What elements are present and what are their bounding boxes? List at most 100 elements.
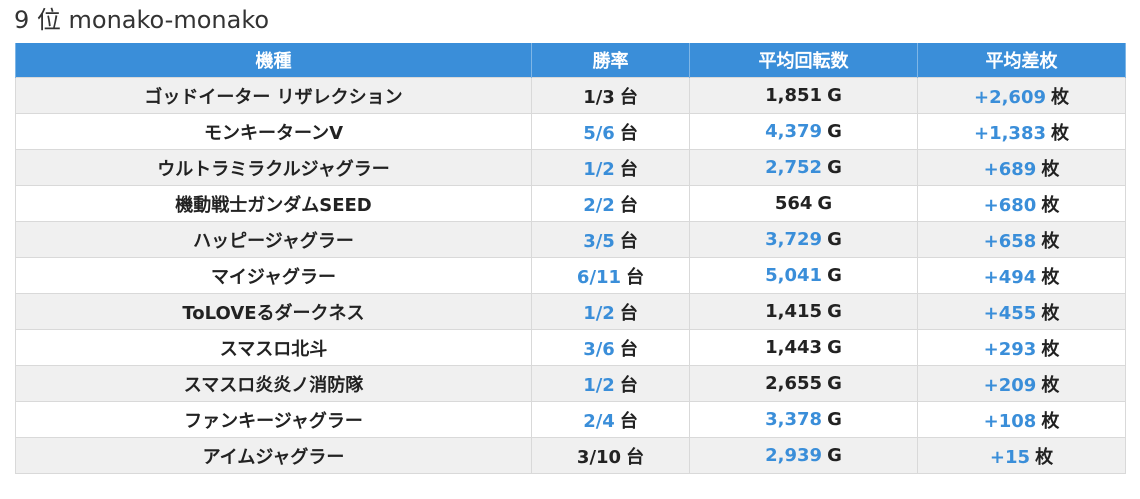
avg-diff-cell: +455 枚 xyxy=(917,293,1126,330)
win-rate-value: 3/5 xyxy=(583,230,615,252)
avg-spins-cell: 3,378 G xyxy=(689,401,918,438)
machine-name-cell: アイムジャグラー xyxy=(15,437,532,474)
machine-name: ToLOVEるダークネス xyxy=(182,302,365,324)
win-rate-unit: 台 xyxy=(619,230,638,252)
avg-diff-unit: 枚 xyxy=(1041,230,1060,252)
column-header-win-rate[interactable]: 勝率 xyxy=(531,43,690,78)
table-row: ファンキージャグラー 2/4 台 3,378 G +108 枚 xyxy=(15,401,1126,438)
machine-name-cell: スマスロ炎炎ノ消防隊 xyxy=(15,365,532,402)
machine-name-cell: スマスロ北斗 xyxy=(15,329,532,366)
table-header-row: 機種 勝率 平均回転数 平均差枚 xyxy=(15,43,1126,78)
avg-diff-value: +494 xyxy=(983,266,1037,288)
avg-diff-value: +689 xyxy=(983,158,1037,180)
column-header-avg-spins[interactable]: 平均回転数 xyxy=(689,43,918,78)
win-rate-unit: 台 xyxy=(619,302,638,324)
machine-name: 機動戦士ガンダムSEED xyxy=(175,194,372,216)
column-header-avg-diff[interactable]: 平均差枚 xyxy=(917,43,1126,78)
win-rate-cell: 6/11 台 xyxy=(531,257,690,294)
avg-spins-value: 1,415 xyxy=(765,301,823,322)
machine-name: スマスロ北斗 xyxy=(219,338,328,360)
machine-name: モンキーターンV xyxy=(203,122,344,144)
avg-spins-cell: 2,752 G xyxy=(689,149,918,186)
machine-name-cell: モンキーターンV xyxy=(15,113,532,150)
avg-diff-unit: 枚 xyxy=(1051,122,1070,144)
avg-diff-unit: 枚 xyxy=(1051,86,1070,108)
avg-diff-unit: 枚 xyxy=(1035,446,1054,468)
machine-stats-table: 機種 勝率 平均回転数 平均差枚 ゴッドイーター リザレクション 1/3 台 1,85… xyxy=(15,43,1126,474)
avg-diff-cell: +1,383 枚 xyxy=(917,113,1126,150)
machine-name-cell: 機動戦士ガンダムSEED xyxy=(15,185,532,222)
avg-spins-value: 1,851 xyxy=(765,85,823,106)
win-rate-value: 3/10 xyxy=(576,446,622,468)
avg-spins-cell: 5,041 G xyxy=(689,257,918,294)
win-rate-value: 1/2 xyxy=(583,158,615,180)
avg-spins-unit: G xyxy=(827,157,842,178)
avg-spins-unit: G xyxy=(827,121,842,142)
avg-diff-value: +293 xyxy=(983,338,1037,360)
avg-spins-value: 1,443 xyxy=(765,337,823,358)
machine-name-cell: ToLOVEるダークネス xyxy=(15,293,532,330)
avg-diff-cell: +15 枚 xyxy=(917,437,1126,474)
avg-spins-value: 564 xyxy=(774,193,813,214)
win-rate-value: 6/11 xyxy=(576,266,622,288)
avg-spins-value: 2,939 xyxy=(765,445,823,466)
avg-spins-value: 5,041 xyxy=(765,265,823,286)
table-row: ウルトラミラクルジャグラー 1/2 台 2,752 G +689 枚 xyxy=(15,149,1126,186)
avg-diff-cell: +293 枚 xyxy=(917,329,1126,366)
machine-name-cell: ゴッドイーター リザレクション xyxy=(15,77,532,114)
avg-diff-value: +680 xyxy=(983,194,1037,216)
machine-name-cell: マイジャグラー xyxy=(15,257,532,294)
win-rate-cell: 1/2 台 xyxy=(531,365,690,402)
win-rate-cell: 2/4 台 xyxy=(531,401,690,438)
avg-spins-cell: 564 G xyxy=(689,185,918,222)
page-title: 9 位 monako-monako xyxy=(14,6,270,34)
win-rate-cell: 1/3 台 xyxy=(531,77,690,114)
avg-diff-unit: 枚 xyxy=(1041,158,1060,180)
avg-diff-cell: +2,609 枚 xyxy=(917,77,1126,114)
avg-diff-cell: +108 枚 xyxy=(917,401,1126,438)
column-header-machine[interactable]: 機種 xyxy=(15,43,532,78)
avg-diff-value: +209 xyxy=(983,374,1037,396)
avg-diff-unit: 枚 xyxy=(1041,194,1060,216)
avg-spins-unit: G xyxy=(817,193,833,214)
machine-name: ハッピージャグラー xyxy=(193,230,354,252)
win-rate-cell: 1/2 台 xyxy=(531,149,690,186)
machine-name-cell: ハッピージャグラー xyxy=(15,221,532,258)
win-rate-unit: 台 xyxy=(619,158,638,180)
win-rate-unit: 台 xyxy=(619,374,638,396)
table-row: 機動戦士ガンダムSEED 2/2 台 564 G +680 枚 xyxy=(15,185,1126,222)
avg-spins-value: 3,729 xyxy=(765,229,823,250)
win-rate-value: 2/4 xyxy=(583,410,615,432)
win-rate-cell: 2/2 台 xyxy=(531,185,690,222)
avg-spins-unit: G xyxy=(827,301,842,322)
machine-name: ウルトラミラクルジャグラー xyxy=(157,158,390,180)
win-rate-cell: 5/6 台 xyxy=(531,113,690,150)
avg-spins-unit: G xyxy=(827,373,842,394)
table-row: ハッピージャグラー 3/5 台 3,729 G +658 枚 xyxy=(15,221,1126,258)
avg-spins-unit: G xyxy=(827,85,842,106)
machine-name: ファンキージャグラー xyxy=(184,410,363,432)
avg-diff-value: +1,383 xyxy=(973,122,1047,144)
win-rate-unit: 台 xyxy=(619,338,638,360)
avg-spins-cell: 2,939 G xyxy=(689,437,918,474)
win-rate-unit: 台 xyxy=(619,194,638,216)
avg-diff-unit: 枚 xyxy=(1041,266,1060,288)
avg-spins-cell: 3,729 G xyxy=(689,221,918,258)
win-rate-cell: 1/2 台 xyxy=(531,293,690,330)
avg-diff-cell: +680 枚 xyxy=(917,185,1126,222)
win-rate-value: 1/2 xyxy=(583,374,615,396)
table-row: ゴッドイーター リザレクション 1/3 台 1,851 G +2,609 枚 xyxy=(15,77,1126,114)
avg-diff-cell: +494 枚 xyxy=(917,257,1126,294)
avg-spins-cell: 2,655 G xyxy=(689,365,918,402)
avg-diff-cell: +689 枚 xyxy=(917,149,1126,186)
win-rate-unit: 台 xyxy=(619,86,638,108)
machine-name-cell: ファンキージャグラー xyxy=(15,401,532,438)
avg-diff-value: +108 xyxy=(983,410,1037,432)
avg-diff-unit: 枚 xyxy=(1041,302,1060,324)
avg-spins-unit: G xyxy=(827,265,842,286)
machine-name: スマスロ炎炎ノ消防隊 xyxy=(183,374,364,396)
avg-spins-value: 2,655 xyxy=(765,373,823,394)
avg-spins-value: 4,379 xyxy=(765,121,823,142)
avg-diff-cell: +209 枚 xyxy=(917,365,1126,402)
avg-diff-value: +455 xyxy=(983,302,1037,324)
